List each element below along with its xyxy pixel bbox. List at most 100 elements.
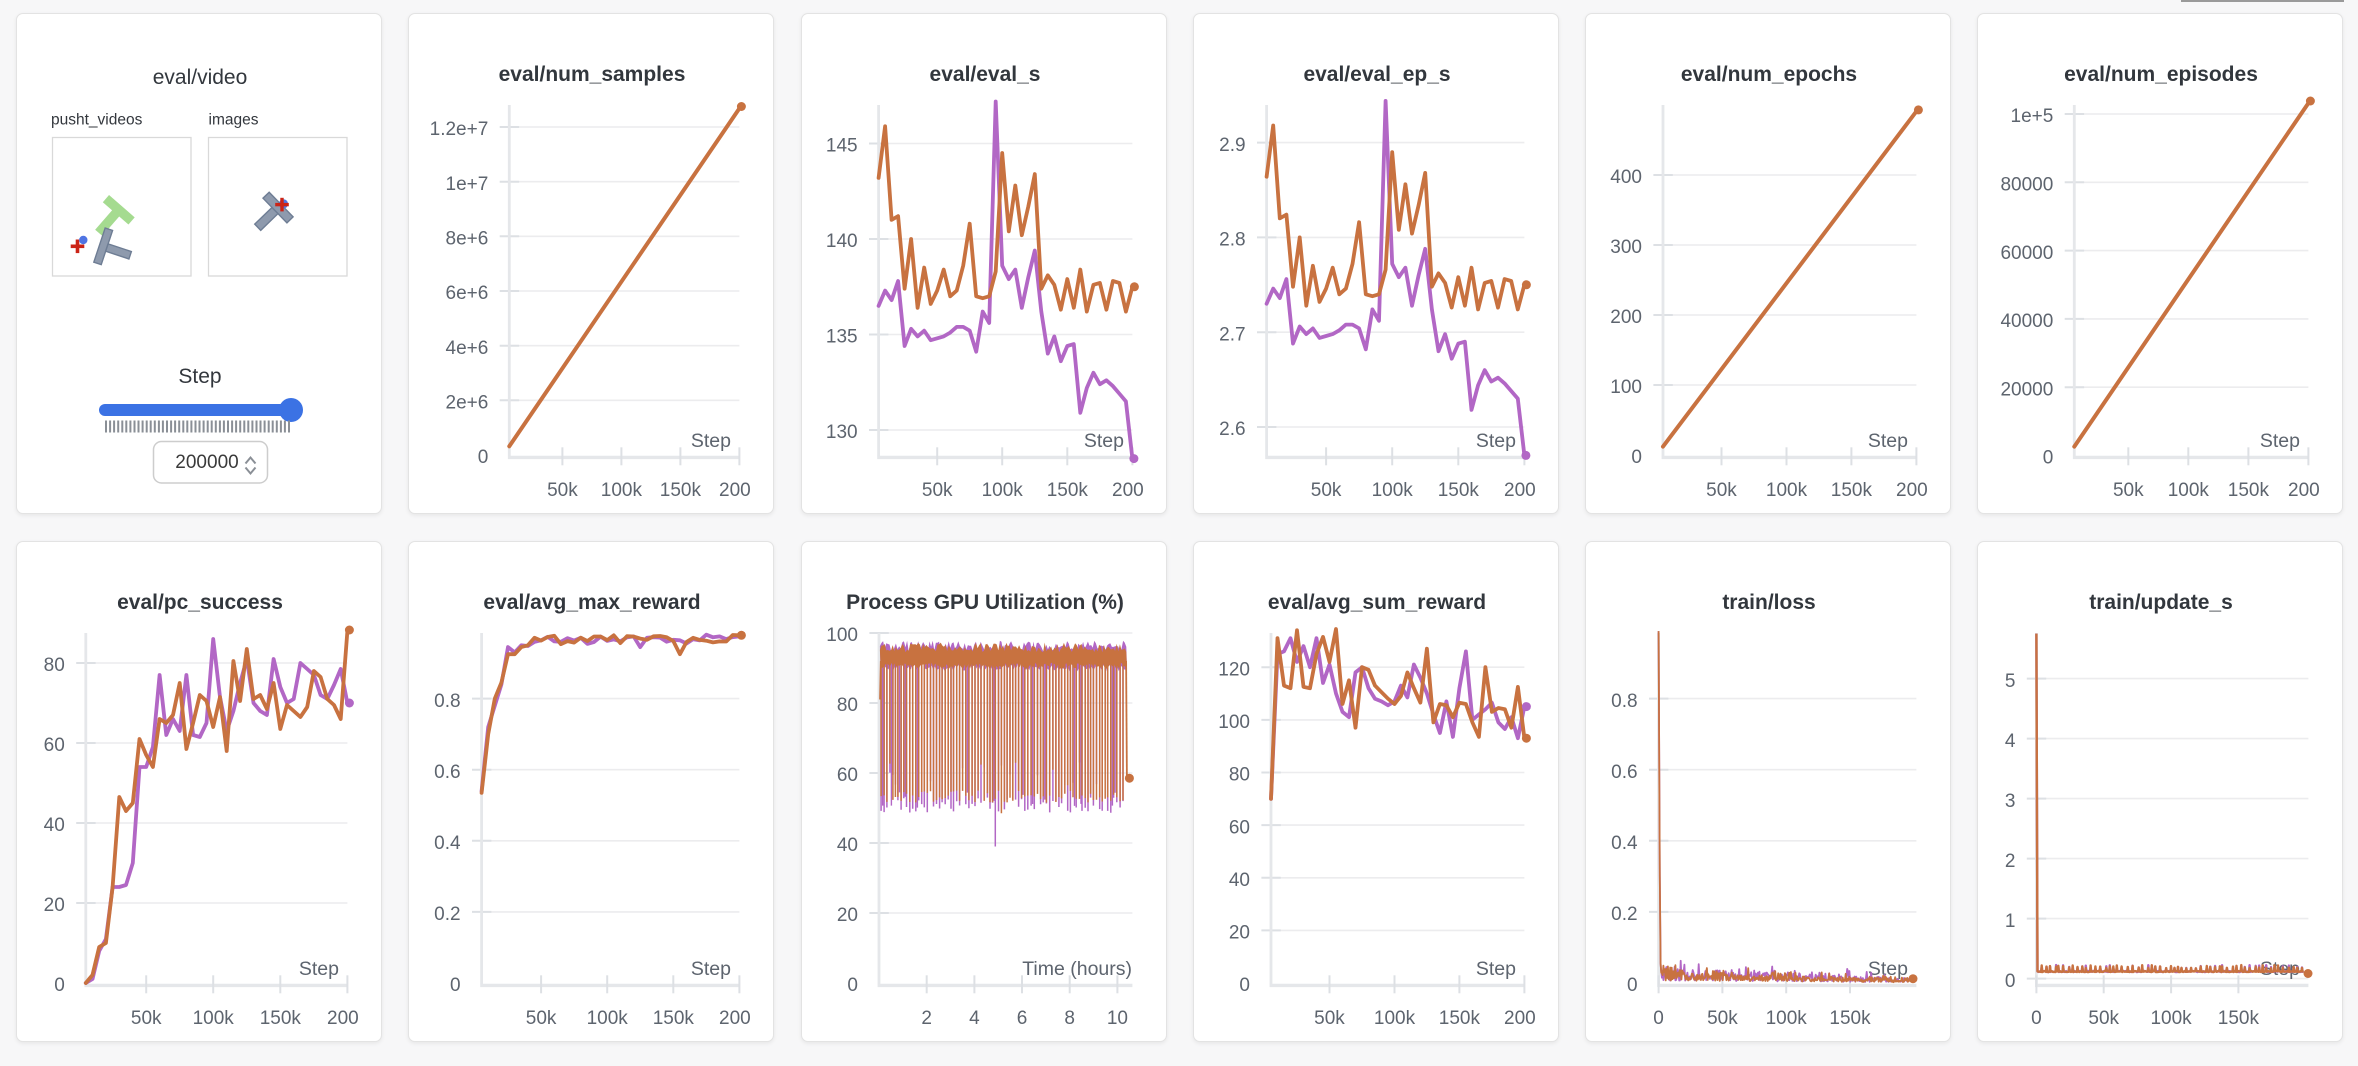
svg-text:0.6: 0.6	[1611, 762, 1637, 783]
svg-text:150k: 150k	[2227, 480, 2269, 501]
svg-text:Step: Step	[1083, 430, 1123, 452]
svg-text:20: 20	[44, 896, 65, 917]
svg-text:Step: Step	[2260, 430, 2300, 452]
svg-text:40: 40	[836, 836, 857, 857]
svg-text:40: 40	[44, 816, 65, 837]
svg-text:0.2: 0.2	[1611, 904, 1637, 925]
svg-text:80: 80	[836, 696, 857, 717]
svg-text:eval/num_epochs: eval/num_epochs	[1681, 63, 1857, 86]
svg-text:150k: 150k	[660, 480, 702, 501]
svg-text:60: 60	[44, 736, 65, 757]
svg-text:100k: 100k	[1766, 480, 1808, 501]
svg-text:2.7: 2.7	[1219, 324, 1245, 345]
svg-text:eval/video: eval/video	[153, 66, 248, 89]
svg-text:2.6: 2.6	[1219, 419, 1245, 440]
svg-text:60: 60	[1229, 818, 1250, 839]
svg-text:Step: Step	[691, 958, 731, 980]
svg-text:200: 200	[719, 480, 751, 501]
svg-text:4: 4	[2005, 731, 2016, 752]
svg-text:Step: Step	[1868, 430, 1908, 452]
svg-text:100k: 100k	[1371, 480, 1413, 501]
svg-text:50k: 50k	[1311, 480, 1342, 501]
svg-text:100k: 100k	[1374, 1008, 1416, 1029]
svg-text:80000: 80000	[2000, 175, 2053, 196]
svg-text:400: 400	[1610, 167, 1642, 188]
svg-text:3: 3	[2005, 791, 2016, 812]
svg-text:eval/eval_ep_s: eval/eval_ep_s	[1303, 63, 1450, 86]
svg-text:eval/eval_s: eval/eval_s	[929, 63, 1040, 86]
svg-text:120: 120	[1218, 660, 1250, 681]
svg-text:0: 0	[478, 447, 489, 468]
svg-text:20: 20	[836, 906, 857, 927]
svg-text:1e+7: 1e+7	[446, 174, 489, 195]
svg-text:0.6: 0.6	[434, 762, 460, 783]
svg-text:8: 8	[1064, 1008, 1075, 1029]
svg-text:Step: Step	[299, 958, 339, 980]
svg-text:0.4: 0.4	[434, 833, 461, 854]
svg-text:200: 200	[2288, 480, 2320, 501]
svg-text:0: 0	[1627, 976, 1638, 997]
svg-text:100k: 100k	[587, 1008, 629, 1029]
svg-text:200: 200	[1504, 480, 1536, 501]
svg-text:0.8: 0.8	[434, 691, 460, 712]
svg-text:100k: 100k	[601, 480, 643, 501]
svg-text:50k: 50k	[1706, 480, 1737, 501]
svg-text:2.8: 2.8	[1219, 230, 1245, 251]
svg-text:train/update_s: train/update_s	[2089, 591, 2233, 614]
svg-text:200: 200	[1610, 307, 1642, 328]
svg-text:Step: Step	[1476, 430, 1516, 452]
svg-text:100: 100	[1610, 377, 1642, 398]
svg-text:50k: 50k	[1314, 1008, 1345, 1029]
svg-text:40000: 40000	[2000, 311, 2053, 332]
svg-text:1: 1	[2005, 911, 2016, 932]
svg-text:150k: 150k	[1046, 480, 1088, 501]
svg-text:train/loss: train/loss	[1723, 591, 1816, 614]
svg-text:Step: Step	[1868, 958, 1908, 980]
svg-text:50k: 50k	[547, 480, 578, 501]
svg-text:80: 80	[1229, 765, 1250, 786]
svg-text:100k: 100k	[981, 480, 1023, 501]
svg-text:0: 0	[54, 976, 65, 997]
svg-text:145: 145	[825, 136, 857, 157]
svg-text:0: 0	[847, 976, 858, 997]
svg-text:150k: 150k	[1831, 480, 1873, 501]
svg-text:2.9: 2.9	[1219, 135, 1245, 156]
svg-text:0: 0	[2031, 1008, 2042, 1029]
svg-text:0: 0	[1632, 447, 1643, 468]
svg-text:eval/avg_sum_reward: eval/avg_sum_reward	[1268, 591, 1486, 614]
svg-text:50k: 50k	[1707, 1008, 1738, 1029]
svg-text:150k: 150k	[1439, 1008, 1481, 1029]
svg-text:50k: 50k	[2088, 1008, 2119, 1029]
svg-text:eval/avg_max_reward: eval/avg_max_reward	[484, 591, 701, 614]
svg-text:200: 200	[1504, 1008, 1536, 1029]
svg-text:150k: 150k	[1438, 480, 1480, 501]
svg-text:135: 135	[825, 327, 857, 348]
svg-text:Step: Step	[2260, 958, 2300, 980]
svg-text:6: 6	[1016, 1008, 1027, 1029]
svg-text:0: 0	[450, 976, 461, 997]
svg-text:60000: 60000	[2000, 243, 2053, 264]
svg-text:200: 200	[719, 1008, 751, 1029]
svg-text:60: 60	[836, 766, 857, 787]
svg-text:150k: 150k	[2217, 1008, 2259, 1029]
svg-text:Time (hours): Time (hours)	[1022, 958, 1132, 980]
svg-text:100k: 100k	[193, 1008, 235, 1029]
svg-text:50k: 50k	[131, 1008, 162, 1029]
svg-text:pusht_videos: pusht_videos	[51, 112, 143, 129]
svg-text:8e+6: 8e+6	[446, 229, 489, 250]
svg-text:150k: 150k	[1830, 1008, 1872, 1029]
svg-text:100k: 100k	[1766, 1008, 1808, 1029]
svg-text:5: 5	[2005, 671, 2016, 692]
svg-text:80: 80	[44, 656, 65, 677]
svg-text:300: 300	[1610, 237, 1642, 258]
svg-text:50k: 50k	[921, 480, 952, 501]
svg-text:4: 4	[969, 1008, 980, 1029]
svg-text:200: 200	[1896, 480, 1928, 501]
svg-text:Process GPU Utilization (%): Process GPU Utilization (%)	[846, 591, 1124, 614]
svg-text:eval/num_samples: eval/num_samples	[499, 63, 686, 86]
svg-text:Step: Step	[691, 430, 731, 452]
svg-text:100: 100	[826, 626, 858, 647]
svg-text:0: 0	[2042, 448, 2053, 469]
svg-text:0: 0	[1239, 976, 1250, 997]
svg-text:0: 0	[1653, 1008, 1664, 1029]
